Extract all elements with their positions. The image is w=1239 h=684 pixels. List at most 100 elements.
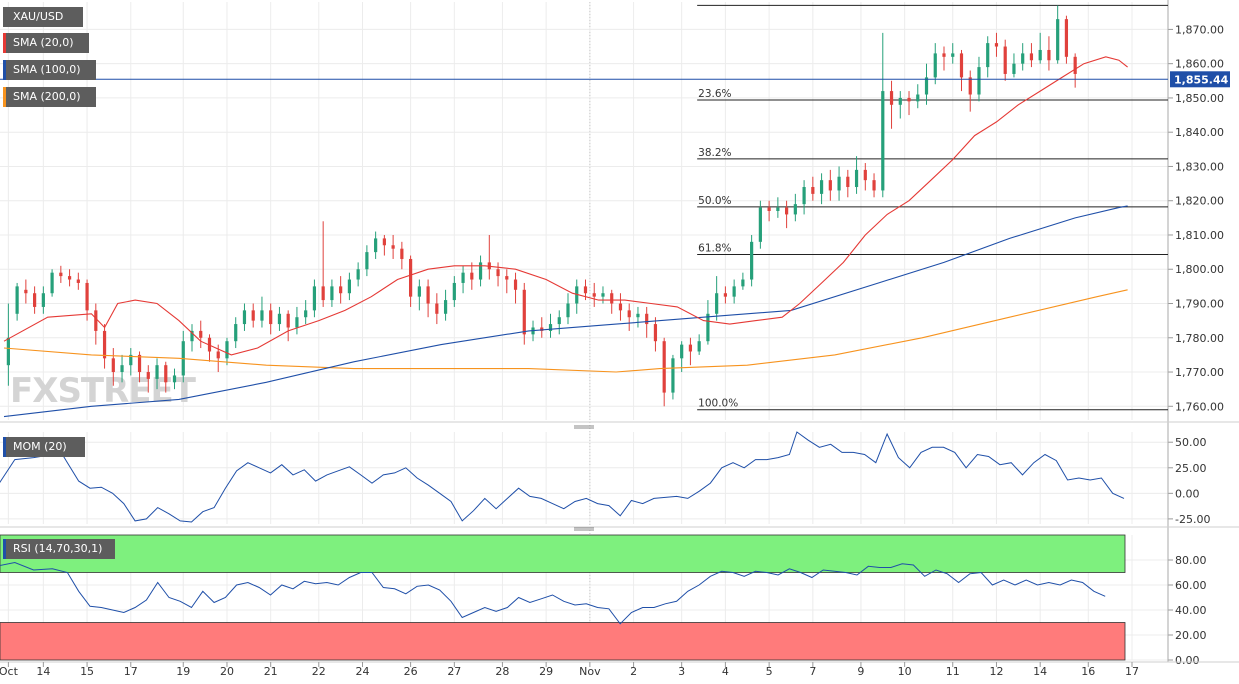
candle-body-25 [225, 341, 229, 359]
candle-body-57 [505, 276, 509, 280]
candle-body-9 [85, 282, 89, 311]
candle-body-84 [741, 279, 745, 287]
x-tick-label-24: 16 [1081, 665, 1095, 678]
mom-line [0, 431, 1125, 523]
candle-body-62 [548, 324, 553, 331]
candle-body-16 [146, 372, 150, 379]
price-tick-label-3: 1,790.00 [1175, 298, 1224, 311]
mom-legend[interactable]: MOM (20) [3, 437, 85, 457]
candle-body-100 [881, 91, 885, 191]
candle-body-61 [540, 327, 544, 331]
candle-body-33 [295, 317, 299, 328]
candle-body-110 [968, 77, 972, 95]
candle-body-76 [671, 358, 675, 393]
x-tick-label-14: 2 [630, 665, 637, 678]
candle-body-88 [776, 207, 780, 211]
candle-body-94 [828, 180, 832, 191]
candle-body-7 [67, 276, 72, 280]
x-tick-label-17: 5 [766, 665, 773, 678]
fib-label-4: 100.0% [698, 398, 738, 410]
sma20-legend[interactable]: SMA (20,0) [3, 33, 89, 53]
candle-body-6 [59, 272, 63, 277]
candle-body-118 [1038, 49, 1042, 61]
symbol-legend-text: XAU/USD [13, 10, 64, 23]
price-tick-label-11: 1,870.00 [1175, 23, 1224, 36]
x-tick-label-16: 4 [722, 665, 729, 678]
x-tick-label-11: 28 [495, 665, 509, 678]
sma100-line [3, 205, 1128, 418]
candle-body-64 [566, 303, 570, 318]
candle-body-24 [216, 351, 220, 359]
x-tick-label-9: 26 [404, 665, 418, 678]
rsi-legend-text: RSI (14,70,30,1) [13, 542, 103, 555]
x-tick-label-15: 3 [678, 665, 685, 678]
candle-body-40 [356, 269, 360, 280]
candle-body-77 [680, 344, 684, 359]
candle-body-99 [872, 180, 876, 191]
x-tick-label-10: 27 [447, 665, 461, 678]
candle-body-120 [1056, 19, 1060, 61]
price-tick-label-2: 1,780.00 [1175, 332, 1224, 345]
candle-body-41 [365, 252, 369, 270]
candle-body-17 [155, 365, 159, 379]
price-panel [0, 0, 1168, 420]
candle-body-101 [889, 91, 894, 105]
candle-body-113 [994, 43, 999, 47]
candle-body-37 [330, 286, 334, 301]
candle-body-90 [793, 204, 797, 215]
candle-body-102 [898, 97, 902, 105]
candle-body-81 [715, 293, 719, 314]
x-tick-label-0: Oct [0, 665, 19, 678]
last-price-label: 1,855.44 [1174, 73, 1229, 86]
candle-body-31 [277, 313, 282, 325]
candle-body-29 [260, 310, 264, 321]
mom-tick-label-3: -25.00 [1175, 513, 1210, 526]
sma100-legend[interactable]: SMA (100,0) [3, 60, 96, 80]
x-tick-label-1: 14 [36, 665, 50, 678]
candle-body-10 [94, 310, 98, 331]
last-price-tag [1170, 71, 1230, 88]
candle-body-114 [1003, 46, 1007, 74]
fib-label-1: 38.2% [698, 147, 731, 159]
candle-body-105 [924, 77, 929, 95]
rsi-oversold-zone [0, 622, 1126, 661]
candle-body-21 [190, 330, 194, 342]
x-tick-label-18: 7 [809, 665, 816, 678]
fib-label-2: 50.0% [698, 195, 731, 207]
candle-body-70 [618, 303, 623, 311]
candle-body-51 [452, 282, 456, 301]
candle-body-63 [557, 317, 561, 325]
candle-body-0 [6, 337, 10, 366]
candle-body-48 [426, 286, 430, 304]
candle-body-47 [417, 286, 421, 297]
candle-body-49 [435, 303, 439, 314]
candle-body-50 [443, 300, 448, 314]
candle-body-119 [1047, 49, 1051, 61]
sma200-legend[interactable]: SMA (200,0) [3, 87, 96, 107]
candle-body-109 [959, 53, 964, 78]
rsi-tick-label-4: 0.00 [1175, 654, 1200, 667]
rsi-legend[interactable]: RSI (14,70,30,1) [3, 539, 115, 559]
x-tick-label-25: 17 [1125, 665, 1139, 678]
candle-body-13 [120, 365, 124, 373]
candle-body-53 [470, 272, 474, 280]
candle-body-93 [819, 180, 824, 194]
candle-body-34 [304, 310, 308, 318]
price-tick-label-6: 1,820.00 [1175, 195, 1224, 208]
symbol-legend[interactable]: XAU/USD [3, 7, 83, 27]
candle-body-45 [400, 248, 404, 259]
candle-body-117 [1029, 53, 1034, 61]
candle-body-112 [986, 43, 990, 68]
candle-body-2 [24, 289, 28, 294]
rsi-tick-label-1: 60.00 [1175, 579, 1207, 592]
candle-body-27 [242, 310, 247, 325]
candle-body-73 [645, 313, 649, 325]
candle-body-35 [312, 286, 317, 311]
x-tick-label-7: 22 [312, 665, 326, 678]
price-tick-label-7: 1,830.00 [1175, 160, 1224, 173]
candle-body-107 [942, 53, 946, 57]
candle-body-89 [785, 207, 789, 215]
candle-body-82 [723, 293, 727, 297]
candle-body-91 [802, 187, 806, 205]
